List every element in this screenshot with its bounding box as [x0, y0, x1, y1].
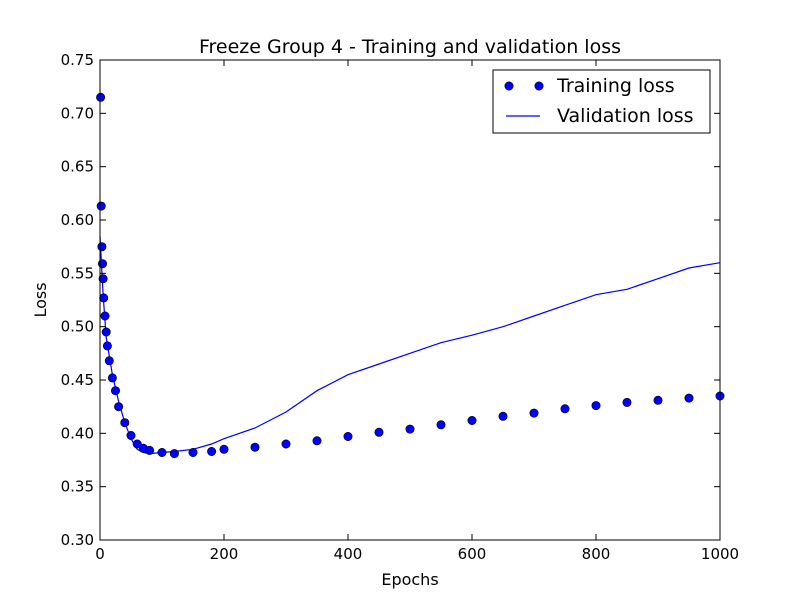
training-loss-point: [405, 424, 415, 434]
chart-title: Freeze Group 4 - Training and validation…: [199, 36, 621, 58]
training-loss-point: [653, 395, 663, 405]
y-tick-label: 0.75: [61, 51, 94, 69]
training-loss-point: [126, 430, 136, 440]
training-loss-point: [207, 446, 217, 456]
training-loss-point: [101, 327, 111, 337]
x-tick-label: 400: [334, 545, 363, 563]
y-tick-label: 0.55: [61, 264, 94, 282]
training-loss-point: [98, 274, 108, 284]
training-loss-point: [102, 341, 112, 351]
training-loss-point: [250, 442, 260, 452]
training-loss-point: [96, 92, 106, 102]
training-loss-point: [374, 427, 384, 437]
training-loss-point: [622, 397, 632, 407]
validation-loss-line: [99, 235, 721, 455]
x-tick-label: 1000: [701, 545, 739, 563]
training-loss-point: [684, 393, 694, 403]
y-tick-label: 0.60: [61, 211, 94, 229]
y-tick-label: 0.70: [61, 104, 94, 122]
training-loss-point: [467, 415, 477, 425]
legend: Training loss Validation loss: [492, 69, 711, 134]
x-tick-label: 800: [582, 545, 611, 563]
training-loss-point: [312, 436, 322, 446]
y-tick-label: 0.40: [61, 424, 94, 442]
training-loss-point: [132, 439, 142, 449]
training-loss-point: [100, 311, 110, 321]
training-loss-point: [104, 356, 114, 366]
training-loss-point: [188, 447, 198, 457]
plot-area: [96, 92, 725, 459]
training-loss-point: [529, 408, 539, 418]
axis-ticks: 0 200 400 600 800 1000 0.30 0.35 0.40 0.45 0.50 0.5…: [61, 51, 740, 563]
training-loss-point: [157, 447, 167, 457]
training-loss-point: [591, 401, 601, 411]
y-tick-label: 0.30: [61, 531, 94, 549]
training-loss-point: [436, 420, 446, 430]
legend-label-training: Training loss: [556, 75, 675, 97]
training-loss-point: [99, 293, 109, 303]
training-loss-point: [281, 439, 291, 449]
legend-marker-training-1: [504, 81, 514, 91]
training-loss-point: [560, 404, 570, 414]
training-loss-point: [96, 201, 106, 211]
legend-label-validation: Validation loss: [557, 105, 694, 127]
training-loss-point: [169, 449, 179, 459]
training-loss-point: [343, 431, 353, 441]
training-loss-point: [111, 386, 121, 396]
x-tick-label: 200: [210, 545, 239, 563]
training-loss-point: [97, 242, 107, 252]
x-axis-label: Epochs: [381, 570, 438, 589]
legend-marker-training-2: [534, 81, 544, 91]
y-tick-label: 0.65: [61, 158, 94, 176]
training-loss-point: [120, 418, 130, 428]
training-loss-point: [498, 411, 508, 421]
plot-frame: [99, 59, 721, 541]
legend-box: [492, 69, 711, 134]
y-axis-label: Loss: [31, 282, 50, 317]
x-tick-label: 600: [458, 545, 487, 563]
x-tick-label: 0: [95, 545, 105, 563]
y-tick-label: 0.35: [61, 478, 94, 496]
training-loss-point: [219, 444, 229, 454]
training-loss-point: [114, 402, 124, 412]
training-loss-point: [107, 373, 117, 383]
y-tick-label: 0.45: [61, 371, 94, 389]
y-tick-label: 0.50: [61, 318, 94, 336]
training-loss-point: [145, 445, 155, 455]
